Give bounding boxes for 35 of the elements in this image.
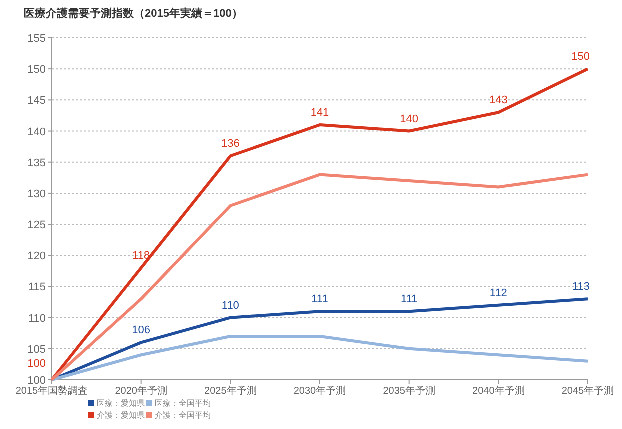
y-tick-label: 100	[28, 375, 46, 387]
y-tick-label: 115	[28, 282, 46, 294]
data-label: 110	[222, 300, 240, 312]
x-tick-label: 2045年予測	[562, 385, 614, 397]
x-tick-label: 2040年予測	[472, 385, 525, 397]
x-tick-label: 2035年予測	[383, 385, 436, 397]
legend-label: 介護：全国平均	[155, 411, 211, 420]
y-tick-label: 105	[28, 344, 46, 356]
legend-label: 介護：愛知県	[97, 411, 145, 420]
y-tick-label: 120	[28, 250, 46, 263]
data-label: 111	[400, 294, 418, 306]
data-label: 136	[221, 138, 240, 150]
x-tick-label: 2030年予測	[294, 385, 346, 397]
data-label: 113	[572, 281, 590, 294]
data-label: 112	[490, 287, 508, 300]
data-label: 140	[400, 113, 419, 126]
data-label: 106	[132, 324, 151, 337]
y-tick-label: 140	[28, 126, 46, 138]
x-tick-label: 2020年予測	[115, 385, 168, 397]
legend-label: 医療：愛知県	[97, 399, 145, 408]
data-label: 143	[489, 94, 508, 107]
y-tick-label: 145	[28, 95, 46, 108]
data-label: 111	[312, 294, 328, 306]
data-label: 141	[310, 107, 330, 120]
legend-label: 医療：全国平均	[155, 399, 211, 408]
x-tick-label: 2015年国勢調査	[16, 385, 88, 397]
x-tick-label: 2025年予測	[204, 385, 257, 397]
y-tick-label: 155	[28, 33, 46, 45]
y-tick-label: 135	[28, 157, 46, 170]
chart-title: 医療介護需要予測指数（2015年実績＝100）	[24, 7, 243, 20]
y-tick-label: 150	[28, 64, 46, 76]
y-tick-label: 110	[28, 312, 46, 325]
data-label: 150	[572, 51, 590, 64]
y-tick-label: 125	[28, 220, 46, 232]
y-tick-label: 130	[28, 188, 46, 200]
